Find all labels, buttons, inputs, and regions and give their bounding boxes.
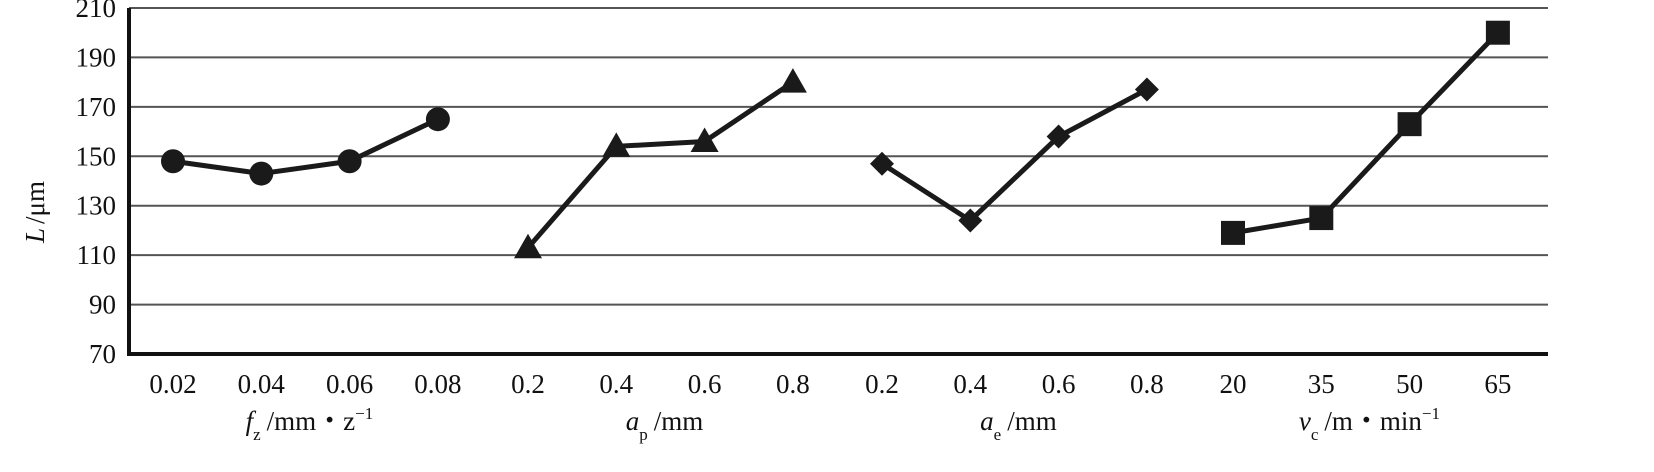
- x-axis-titles: fz/mm・z−1 ap/mm ae/mm vc/m・min−1: [246, 404, 1440, 444]
- x-tick-label: 0.4: [599, 369, 633, 399]
- data-point-circle: [425, 107, 450, 132]
- x-axis-unit: /mm: [654, 406, 704, 436]
- x-axis-superscript: −1: [355, 404, 373, 423]
- x-tick-label: 0.02: [149, 369, 196, 399]
- x-axis-variable: a: [626, 406, 640, 436]
- y-tick-label: 210: [76, 0, 117, 23]
- data-point-square: [1485, 20, 1510, 45]
- axis-layer: [127, 8, 1548, 356]
- y-axis-unit: /μm: [20, 181, 50, 224]
- x-axis-title-3: ae/mm: [980, 406, 1057, 444]
- data-point-triangle: [690, 127, 719, 152]
- data-point-square: [1221, 220, 1245, 245]
- y-axis-variable: L: [20, 228, 50, 244]
- x-axis-subscript: z: [253, 425, 261, 444]
- data-point-triangle: [514, 233, 542, 259]
- data-point-square: [1397, 112, 1422, 137]
- x-tick-label: 65: [1484, 369, 1511, 399]
- x-axis-title-4: vc/m・min−1: [1299, 404, 1440, 444]
- x-axis-unit: /m・min: [1324, 406, 1422, 436]
- x-axis-subscript: c: [1311, 425, 1319, 444]
- x-tick-label: 0.2: [865, 369, 899, 399]
- y-axis-title: L/μm: [20, 181, 50, 244]
- x-axis-title-2: ap/mm: [626, 406, 704, 444]
- x-tick-label: 0.08: [414, 369, 461, 399]
- y-tick-label: 130: [76, 191, 117, 221]
- series-line: [172, 116, 439, 177]
- x-tick-label: 0.8: [776, 369, 810, 399]
- y-tick-labels: 70 90 110 130 150 170 190 210: [76, 0, 117, 369]
- x-axis-superscript: −1: [1422, 404, 1440, 423]
- x-tick-label: 20: [1220, 369, 1247, 399]
- y-axis-title-text: L/μm: [20, 181, 50, 244]
- x-tick-label: 0.06: [326, 369, 373, 399]
- x-tick-label: 0.6: [1042, 369, 1076, 399]
- data-point-square: [1309, 206, 1334, 231]
- x-tick-labels: 0.02 0.04 0.06 0.08 0.2 0.4 0.6 0.8 0.2 0.4 0.6 0.8…: [149, 369, 1511, 399]
- data-point-circle: [249, 161, 274, 186]
- y-tick-label: 90: [89, 290, 116, 320]
- series-panel-2: [514, 68, 807, 259]
- series-panel-1: [161, 107, 450, 186]
- y-tick-label: 150: [76, 141, 117, 171]
- data-point-triangle: [602, 132, 631, 157]
- x-axis-variable: v: [1299, 406, 1311, 436]
- data-point-diamond: [1134, 77, 1159, 102]
- series-panel-3: [870, 77, 1159, 233]
- x-axis-subscript: e: [994, 425, 1002, 444]
- y-tick-label: 70: [89, 339, 116, 369]
- y-tick-label: 110: [77, 240, 117, 270]
- y-tick-label: 170: [76, 92, 117, 122]
- data-point-triangle: [778, 68, 807, 93]
- data-point-diamond: [958, 208, 983, 233]
- x-axis-subscript: p: [639, 425, 648, 444]
- x-tick-label: 35: [1308, 369, 1335, 399]
- x-axis-unit: /mm・z: [267, 406, 356, 436]
- x-axis-title-1: fz/mm・z−1: [246, 404, 374, 444]
- series-line: [526, 80, 795, 250]
- x-tick-label: 0.6: [688, 369, 722, 399]
- x-tick-label: 0.2: [511, 369, 545, 399]
- x-tick-label: 50: [1396, 369, 1423, 399]
- x-tick-label: 0.8: [1130, 369, 1164, 399]
- x-axis-unit: /mm: [1007, 406, 1057, 436]
- x-axis-variable: f: [246, 406, 257, 436]
- x-tick-label: 0.4: [953, 369, 987, 399]
- x-axis-variable: a: [980, 406, 994, 436]
- series-line: [1232, 30, 1500, 236]
- y-tick-label: 190: [76, 42, 117, 72]
- data-point-circle: [161, 149, 185, 174]
- x-tick-label: 0.04: [238, 369, 286, 399]
- series-panel-4: [1221, 20, 1510, 245]
- series-line: [880, 87, 1149, 224]
- series-layer: [161, 20, 1510, 259]
- data-point-diamond: [870, 151, 894, 176]
- data-point-circle: [337, 149, 362, 174]
- data-point-diamond: [1046, 124, 1071, 149]
